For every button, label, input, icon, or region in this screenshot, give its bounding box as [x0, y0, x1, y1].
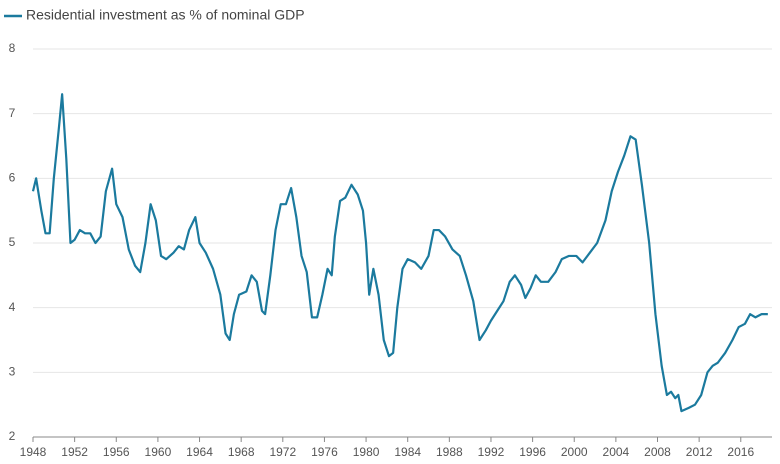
x-tick-label: 2012	[686, 445, 713, 459]
x-tick-label: 1972	[269, 445, 296, 459]
x-tick-label: 1976	[311, 445, 338, 459]
y-tick-label: 4	[9, 300, 16, 314]
y-tick-label: 6	[9, 171, 16, 185]
y-tick-label: 7	[9, 106, 16, 120]
x-tick-label: 1984	[394, 445, 421, 459]
x-tick-label: 1980	[353, 445, 380, 459]
x-tick-label: 1992	[478, 445, 505, 459]
x-tick-label: 1952	[61, 445, 88, 459]
legend-label: Residential investment as % of nominal G…	[26, 7, 305, 23]
x-tick-label: 2000	[561, 445, 588, 459]
x-tick-label: 1988	[436, 445, 463, 459]
x-tick-label: 2008	[644, 445, 671, 459]
x-tick-label: 2016	[727, 445, 754, 459]
x-tick-label: 2004	[603, 445, 630, 459]
x-tick-label: 1968	[228, 445, 255, 459]
line-series	[31, 93, 768, 413]
x-tick-label: 1964	[186, 445, 213, 459]
y-tick-label: 3	[9, 365, 16, 379]
y-tick-label: 5	[9, 235, 16, 249]
x-tick-label: 1996	[519, 445, 546, 459]
x-tick-label: 1956	[103, 445, 130, 459]
x-tick-label: 1948	[20, 445, 47, 459]
y-tick-label: 8	[9, 41, 16, 55]
x-tick-label: 1960	[145, 445, 172, 459]
y-tick-label: 2	[9, 429, 16, 443]
